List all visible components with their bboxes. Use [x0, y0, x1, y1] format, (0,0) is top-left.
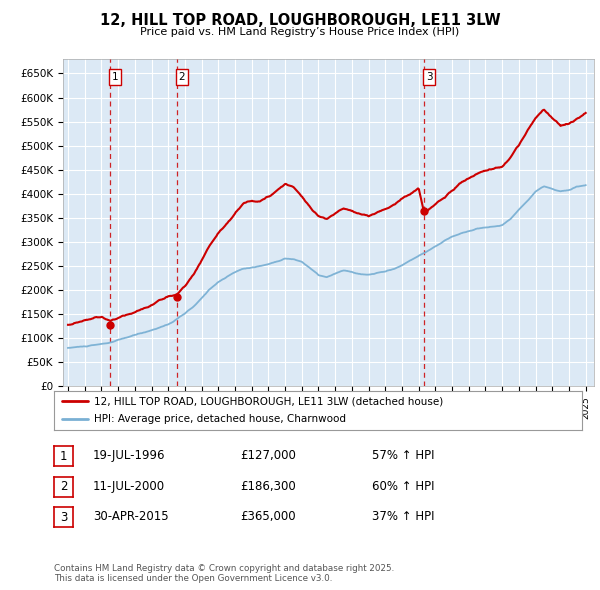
Text: Contains HM Land Registry data © Crown copyright and database right 2025.
This d: Contains HM Land Registry data © Crown c… — [54, 563, 394, 583]
Text: £186,300: £186,300 — [240, 480, 296, 493]
Text: 12, HILL TOP ROAD, LOUGHBOROUGH, LE11 3LW: 12, HILL TOP ROAD, LOUGHBOROUGH, LE11 3L… — [100, 13, 500, 28]
Text: 1: 1 — [112, 72, 119, 82]
Text: 57% ↑ HPI: 57% ↑ HPI — [372, 449, 434, 462]
Text: 12, HILL TOP ROAD, LOUGHBOROUGH, LE11 3LW (detached house): 12, HILL TOP ROAD, LOUGHBOROUGH, LE11 3L… — [94, 396, 443, 406]
Text: 60% ↑ HPI: 60% ↑ HPI — [372, 480, 434, 493]
Text: Price paid vs. HM Land Registry’s House Price Index (HPI): Price paid vs. HM Land Registry’s House … — [140, 28, 460, 37]
Text: 3: 3 — [60, 511, 67, 524]
Text: £127,000: £127,000 — [240, 449, 296, 462]
Text: 2: 2 — [179, 72, 185, 82]
Text: £365,000: £365,000 — [240, 510, 296, 523]
Text: 1: 1 — [60, 450, 67, 463]
Text: HPI: Average price, detached house, Charnwood: HPI: Average price, detached house, Char… — [94, 414, 346, 424]
Text: 2: 2 — [60, 480, 67, 493]
Text: 37% ↑ HPI: 37% ↑ HPI — [372, 510, 434, 523]
Text: 11-JUL-2000: 11-JUL-2000 — [93, 480, 165, 493]
Text: 3: 3 — [426, 72, 433, 82]
Text: 19-JUL-1996: 19-JUL-1996 — [93, 449, 166, 462]
Text: 30-APR-2015: 30-APR-2015 — [93, 510, 169, 523]
